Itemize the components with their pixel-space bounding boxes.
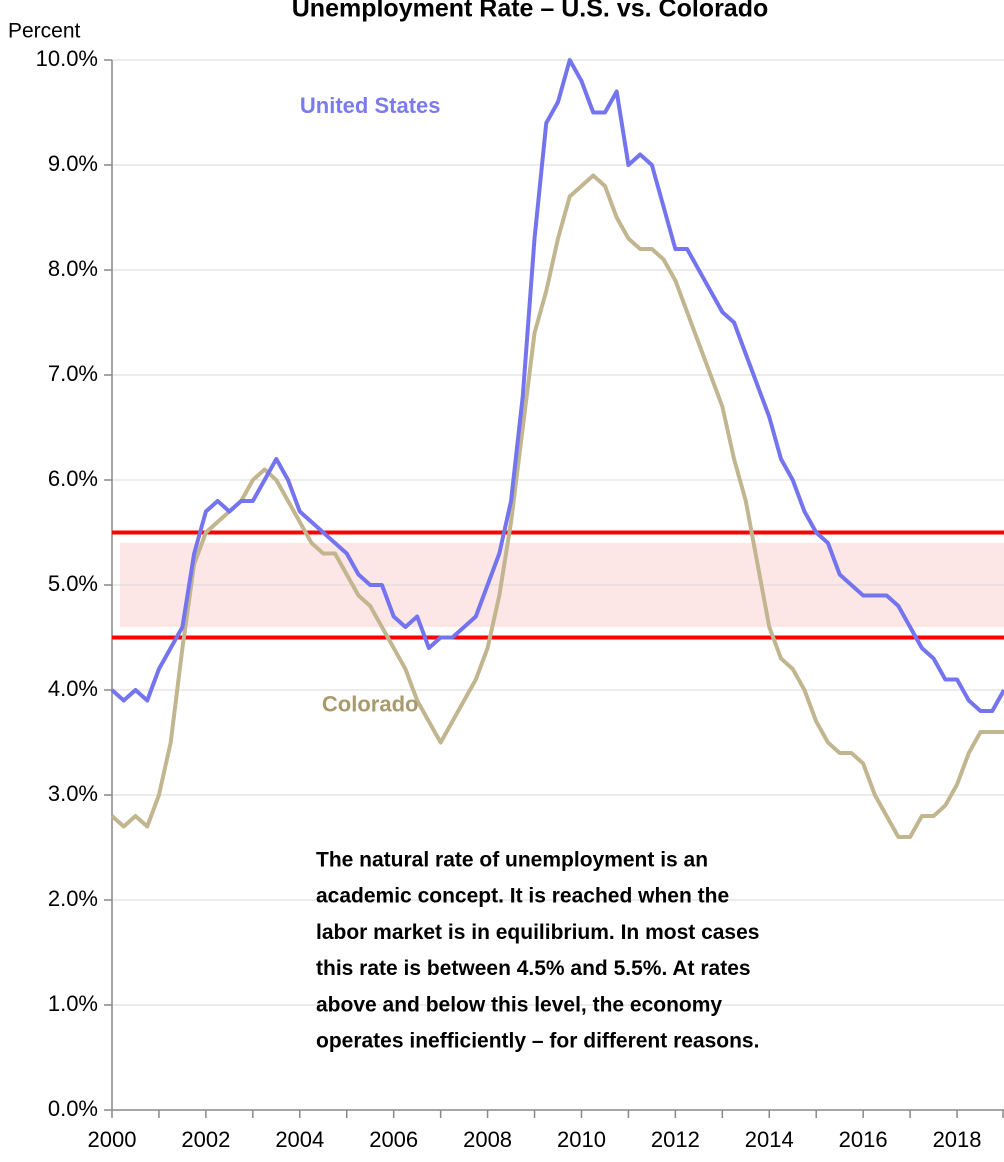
y-tick-label: 6.0% bbox=[48, 466, 98, 491]
x-tick-label: 2004 bbox=[275, 1127, 324, 1152]
y-tick-label: 7.0% bbox=[48, 361, 98, 386]
y-tick-label: 5.0% bbox=[48, 571, 98, 596]
annotation-line: academic concept. It is reached when the bbox=[316, 885, 729, 908]
chart-title: Unemployment Rate – U.S. vs. Colorado bbox=[292, 0, 769, 23]
annotation-line: The natural rate of unemployment is an bbox=[316, 849, 708, 872]
x-tick-label: 2008 bbox=[463, 1127, 512, 1152]
y-tick-label: 9.0% bbox=[48, 151, 98, 176]
x-tick-label: 2018 bbox=[933, 1127, 982, 1152]
y-tick-label: 10.0% bbox=[36, 46, 98, 71]
x-tick-label: 2010 bbox=[557, 1127, 606, 1152]
y-tick-label: 0.0% bbox=[48, 1096, 98, 1121]
y-tick-label: 2.0% bbox=[48, 886, 98, 911]
series-line bbox=[110, 58, 1004, 713]
series-line bbox=[110, 173, 1004, 839]
x-tick-label: 2000 bbox=[88, 1127, 137, 1152]
x-tick-label: 2002 bbox=[181, 1127, 230, 1152]
y-tick-label: 8.0% bbox=[48, 256, 98, 281]
annotation-line: this rate is between 4.5% and 5.5%. At r… bbox=[316, 957, 751, 980]
annotation-line: labor market is in equilibrium. In most … bbox=[316, 921, 759, 944]
annotation-line: operates inefficiently – for different r… bbox=[316, 1030, 759, 1053]
y-axis-label: Percent bbox=[8, 20, 81, 43]
x-tick-label: 2014 bbox=[745, 1127, 794, 1152]
x-tick-label: 2006 bbox=[369, 1127, 418, 1152]
series-label: United States bbox=[300, 93, 441, 118]
y-tick-label: 3.0% bbox=[48, 781, 98, 806]
y-tick-label: 1.0% bbox=[48, 991, 98, 1016]
y-tick-label: 4.0% bbox=[48, 676, 98, 701]
x-tick-label: 2012 bbox=[651, 1127, 700, 1152]
series-label: Colorado bbox=[322, 692, 419, 717]
x-tick-label: 2016 bbox=[839, 1127, 888, 1152]
annotation-line: above and below this level, the economy bbox=[316, 993, 722, 1016]
